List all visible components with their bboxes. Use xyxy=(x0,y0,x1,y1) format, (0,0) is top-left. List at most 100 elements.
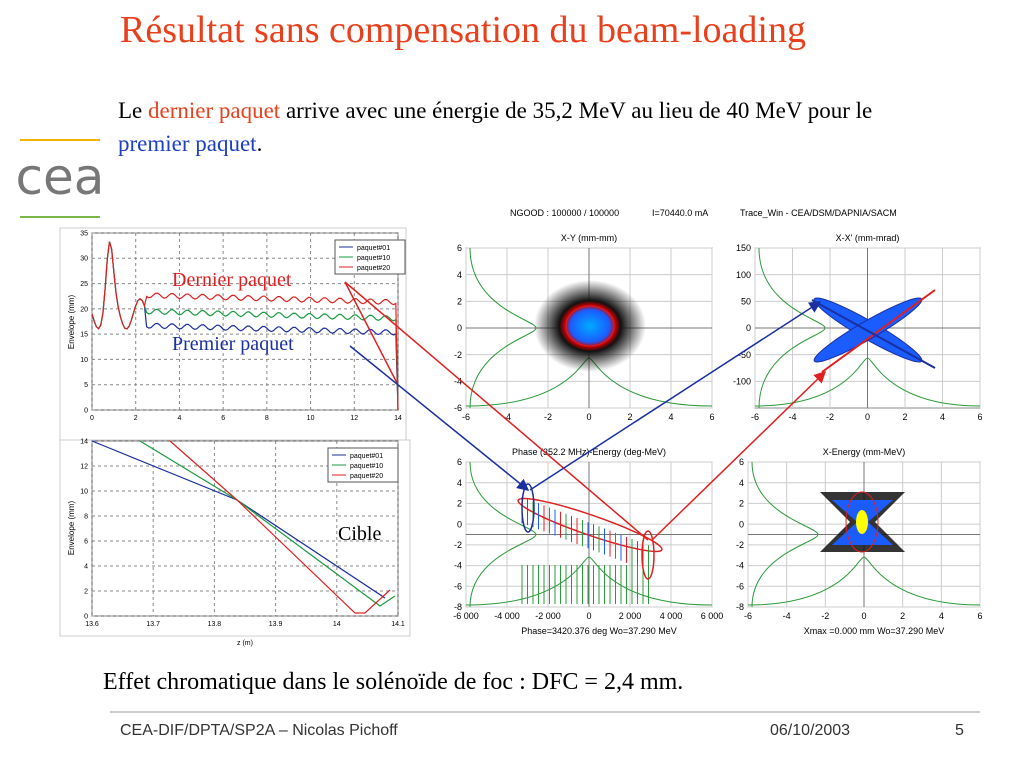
x-tick-label: 13.6 xyxy=(85,621,99,628)
x-tick-label: 4 xyxy=(940,412,945,422)
y-tick-label: 4 xyxy=(84,563,88,570)
y-tick-label: -4 xyxy=(454,561,462,571)
curve xyxy=(91,241,399,411)
conclusion: Effet chromatique dans le solénoïde de f… xyxy=(103,669,684,695)
x-tick-label: 4 000 xyxy=(660,611,683,621)
x-tick-label: 0 xyxy=(861,611,866,621)
distribution xyxy=(534,280,646,372)
legend-label: paquet#20 xyxy=(350,473,383,480)
x-axis-label: z (m) xyxy=(237,640,253,647)
x-tick-label: 6 xyxy=(221,415,225,422)
y-tick-label: -4 xyxy=(454,376,462,386)
y-tick-label: -2 xyxy=(736,540,744,550)
y-tick-label: -4 xyxy=(736,561,744,571)
y-tick-label: -6 xyxy=(454,403,462,413)
profile xyxy=(469,461,537,608)
y-tick-label: 15 xyxy=(80,332,88,339)
x-tick-label: -4 xyxy=(503,412,511,422)
x-tick-label: 2 xyxy=(900,611,905,621)
x-tick-label: 14.1 xyxy=(391,621,405,628)
highlight xyxy=(641,530,655,580)
y-tick-label: -8 xyxy=(454,602,462,612)
x-tick-label: 14 xyxy=(394,415,402,422)
x-tick-label: 6 xyxy=(977,412,982,422)
annotation: Cible xyxy=(338,523,381,545)
y-tick-label: 14 xyxy=(80,438,88,445)
annotation: Dernier paquet xyxy=(172,269,292,291)
y-tick-label: 2 xyxy=(739,499,744,509)
y-tick-label: 25 xyxy=(80,281,88,288)
panel-title: X-X' (mm-mrad) xyxy=(836,233,900,243)
panel-title: X-Y (mm-mm) xyxy=(561,233,617,243)
x-tick-label: -6 000 xyxy=(453,611,479,621)
y-tick-label: -2 xyxy=(454,540,462,550)
legend-label: paquet#01 xyxy=(357,245,390,252)
profile xyxy=(754,357,981,407)
y-tick-label: 4 xyxy=(739,478,744,488)
y-tick-label: -2 xyxy=(454,350,462,360)
x-tick-label: 0 xyxy=(586,412,591,422)
legend-label: paquet#10 xyxy=(350,463,383,470)
x-tick-label: 2 xyxy=(902,412,907,422)
y-axis-label: Envelope (mm) xyxy=(67,295,76,350)
slide-title: Résultat sans compensation du beam-loadi… xyxy=(120,9,806,51)
y-tick-label: -8 xyxy=(736,602,744,612)
x-tick-label: 12 xyxy=(350,415,358,422)
text: Le xyxy=(118,98,149,123)
x-tick-label: -2 xyxy=(821,611,829,621)
y-tick-label: 2 xyxy=(84,588,88,595)
logo: cea xyxy=(16,148,105,206)
envelope xyxy=(821,289,936,373)
header-text: NGOOD : 100000 / 100000 xyxy=(510,208,619,218)
panel-footer: Phase=3420.376 deg Wo=37.290 MeV xyxy=(521,626,676,636)
envelope xyxy=(811,299,936,369)
y-tick-label: 6 xyxy=(84,538,88,545)
y-axis-label: Envelope (mm) xyxy=(67,501,76,556)
x-tick-label: -6 xyxy=(462,412,470,422)
intro-text: Le dernier paquet arrive avec une énergi… xyxy=(118,94,948,160)
y-tick-label: 20 xyxy=(80,306,88,313)
y-tick-label: 0 xyxy=(746,323,751,333)
y-tick-label: 2 xyxy=(457,499,462,509)
y-tick-label: 0 xyxy=(457,519,462,529)
x-tick-label: 14 xyxy=(333,621,341,628)
y-tick-label: 2 xyxy=(457,296,462,306)
y-tick-label: 35 xyxy=(80,230,88,237)
x-tick-label: -4 xyxy=(783,611,791,621)
footer-author: CEA-DIF/DPTA/SP2A – Nicolas Pichoff xyxy=(120,722,398,739)
x-tick-label: 8 xyxy=(265,415,269,422)
y-tick-label: 0 xyxy=(457,323,462,333)
y-tick-label: 4 xyxy=(457,478,462,488)
highlight-text: dernier paquet xyxy=(148,98,281,123)
legend-label: paquet#20 xyxy=(357,265,390,272)
x-tick-label: 0 xyxy=(90,415,94,422)
x-tick-label: 2 000 xyxy=(619,611,642,621)
x-tick-label: -2 xyxy=(826,412,834,422)
y-tick-label: -50 xyxy=(738,350,751,360)
x-tick-label: -4 000 xyxy=(494,611,520,621)
x-tick-label: 13.9 xyxy=(269,621,283,628)
x-tick-label: -6 xyxy=(751,412,759,422)
y-tick-label: -6 xyxy=(736,581,744,591)
y-tick-label: 10 xyxy=(80,357,88,364)
highlight-text: premier paquet xyxy=(118,131,257,156)
x-tick-label: 0 xyxy=(865,412,870,422)
x-tick-label: 6 000 xyxy=(701,611,724,621)
y-tick-label: 6 xyxy=(739,457,744,467)
annotation: Premier paquet xyxy=(172,333,294,355)
core xyxy=(856,510,868,534)
y-tick-label: -100 xyxy=(733,376,751,386)
text: arrive avec une énergie de 35,2 MeV au l… xyxy=(280,98,873,123)
x-tick-label: 0 xyxy=(586,611,591,621)
y-tick-label: 10 xyxy=(80,488,88,495)
y-tick-label: 50 xyxy=(741,296,751,306)
envelope xyxy=(845,491,879,553)
header-text: Trace_Win - CEA/DSM/DAPNIA/SACM xyxy=(740,208,897,218)
y-tick-label: 6 xyxy=(457,457,462,467)
x-tick-label: -4 xyxy=(788,412,796,422)
x-tick-label: -2 000 xyxy=(535,611,561,621)
profile xyxy=(747,556,981,606)
x-tick-label: 4 xyxy=(668,412,673,422)
